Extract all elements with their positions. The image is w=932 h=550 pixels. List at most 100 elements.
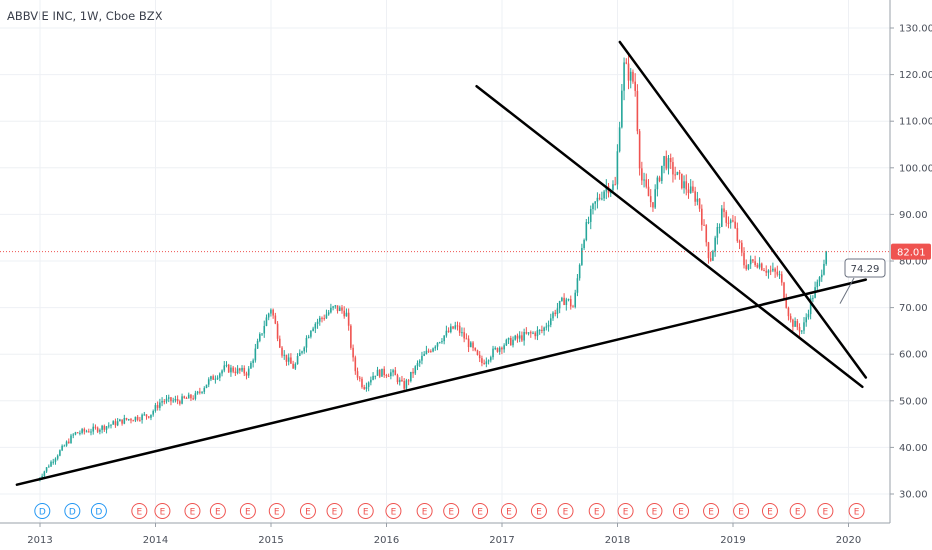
candle-body [207, 379, 210, 385]
candle-body [165, 398, 168, 402]
earnings-marker[interactable] [239, 503, 256, 519]
dividend-marker[interactable] [90, 503, 107, 519]
earnings-marker-label: E [536, 508, 542, 518]
candle-body [565, 299, 568, 305]
candle-body [356, 371, 359, 378]
earnings-marker[interactable] [789, 503, 806, 519]
earnings-marker[interactable] [154, 503, 171, 519]
candle-body [618, 127, 621, 152]
earnings-marker[interactable] [733, 503, 750, 519]
candle-body [372, 375, 374, 380]
dividend-marker[interactable] [34, 503, 51, 519]
candle-body [574, 292, 577, 308]
candle-body [554, 312, 557, 315]
earnings-marker[interactable] [326, 503, 343, 519]
candle-body [654, 189, 656, 208]
earnings-marker[interactable] [817, 503, 834, 519]
earnings-marker[interactable] [761, 503, 778, 519]
earnings-marker-label: E [594, 508, 600, 518]
candle-body [312, 328, 314, 331]
earnings-marker[interactable] [184, 503, 201, 519]
trendline[interactable] [475, 85, 864, 389]
candle-body [227, 364, 230, 373]
candle-body [792, 319, 794, 327]
y-axis[interactable]: 30.00 40.00 50.00 60.00 70.00 80.00 90.00 100.0… [889, 0, 932, 523]
candle-body [794, 320, 796, 327]
candle-body [689, 186, 692, 194]
candle-body [467, 338, 470, 348]
candle-body [456, 325, 459, 327]
candle-body [412, 371, 414, 374]
earnings-marker[interactable] [617, 503, 634, 519]
candle-body [636, 90, 639, 132]
candle-body [283, 354, 286, 356]
candle-body [341, 307, 343, 311]
candle-body [598, 197, 601, 199]
earnings-marker-label: E [738, 508, 744, 518]
x-tick-label: 2019 [720, 535, 745, 546]
candle-body [274, 315, 277, 324]
candle-body [307, 336, 310, 338]
x-tick-label: 2020 [836, 535, 861, 546]
candle-body [780, 274, 783, 283]
earnings-marker[interactable] [673, 503, 690, 519]
trendline-callout[interactable] [844, 258, 886, 278]
candle-body [76, 432, 79, 434]
candle-body [156, 405, 159, 408]
candle-body [270, 309, 272, 314]
candle-body [785, 298, 788, 308]
earnings-marker[interactable] [443, 503, 460, 519]
earnings-marker[interactable] [357, 503, 374, 519]
earnings-marker[interactable] [268, 503, 285, 519]
candle-body [438, 342, 441, 344]
candle-body [161, 401, 163, 403]
candle-body [67, 441, 70, 444]
earnings-marker[interactable] [588, 503, 605, 519]
candle-body [119, 419, 121, 422]
candle-body [563, 297, 565, 305]
candle-body [496, 348, 499, 352]
earnings-marker[interactable] [703, 503, 720, 519]
candle-body [578, 264, 581, 279]
trendlines[interactable] [15, 40, 868, 486]
candle-body [507, 337, 510, 340]
earnings-marker[interactable] [299, 503, 316, 519]
candle-body [634, 81, 636, 91]
candle-body [481, 358, 483, 364]
earnings-marker[interactable] [557, 503, 574, 519]
candle-body [647, 186, 650, 197]
x-axis[interactable]: 2013 2014 2015 2016 2017 2018 2019 2020 [0, 522, 890, 546]
candle-body [72, 434, 75, 436]
x-tick-label: 2013 [27, 535, 52, 546]
trendline[interactable] [15, 278, 868, 486]
candle-body [632, 71, 634, 82]
dividend-marker[interactable] [64, 503, 81, 519]
earnings-marker[interactable] [209, 503, 226, 519]
earnings-marker[interactable] [500, 503, 517, 519]
trendline[interactable] [618, 40, 868, 379]
candle-body [167, 397, 170, 399]
earnings-marker-label: E [391, 508, 397, 518]
earnings-marker[interactable] [416, 503, 433, 519]
earnings-marker[interactable] [848, 503, 865, 519]
earnings-marker[interactable] [385, 503, 402, 519]
candle-body [301, 351, 303, 353]
candle-body [216, 377, 219, 379]
candle-body [465, 338, 468, 340]
earnings-marker[interactable] [646, 503, 663, 519]
candle-body [665, 156, 668, 169]
earnings-marker[interactable] [131, 503, 148, 519]
earnings-marker[interactable] [530, 503, 547, 519]
candle-body [643, 179, 645, 181]
candle-body [179, 401, 181, 404]
candle-body [816, 281, 819, 288]
candle-body [501, 347, 503, 350]
candle-body [390, 372, 392, 377]
candle-body [414, 366, 417, 374]
candle-body [756, 265, 759, 268]
y-tick-label: 130.00 [899, 24, 932, 35]
earnings-marker[interactable] [472, 503, 489, 519]
